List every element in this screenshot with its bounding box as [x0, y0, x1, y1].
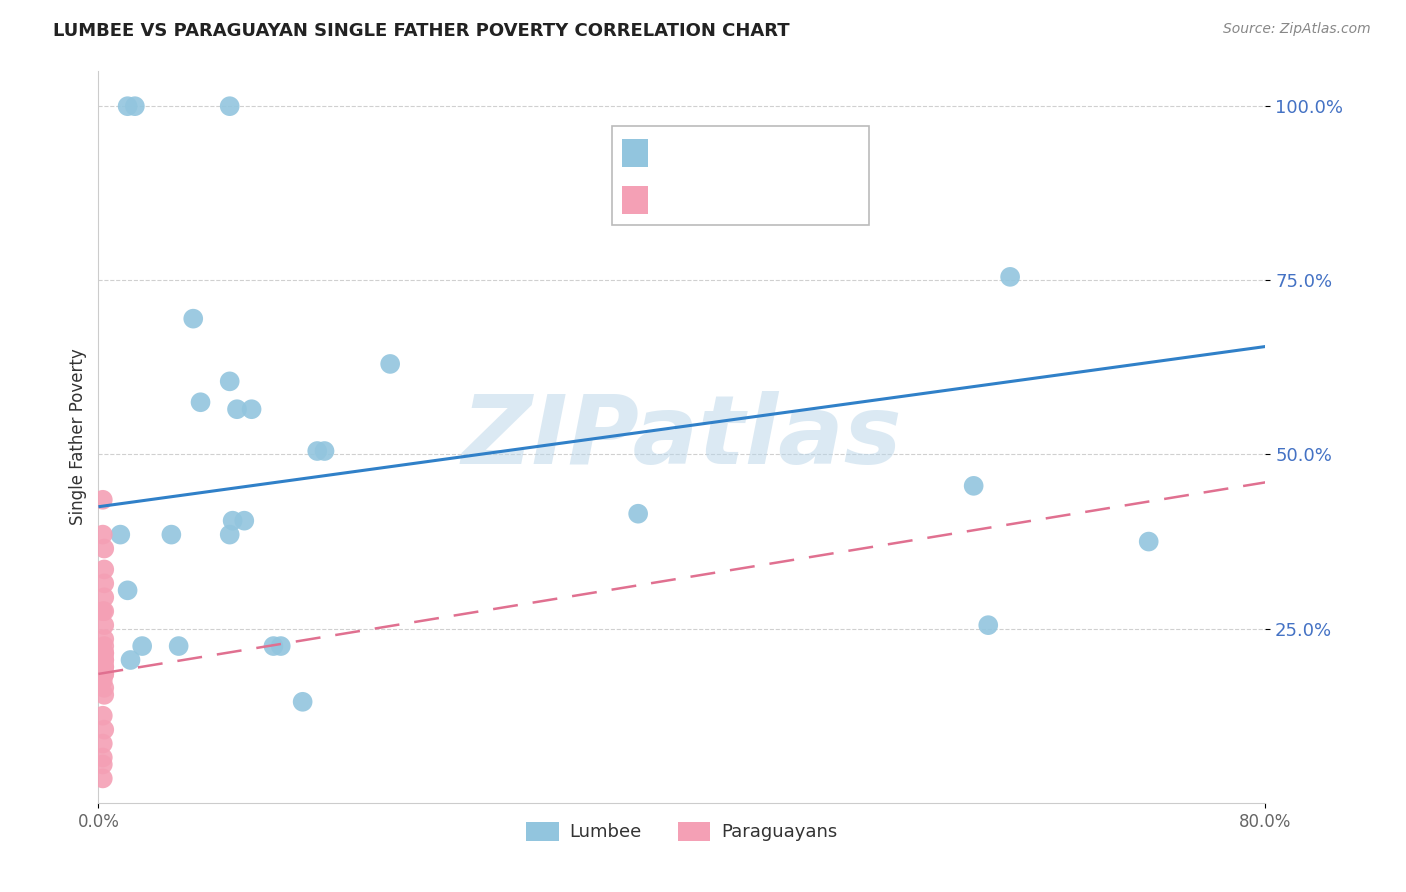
Point	[91, 737, 114, 751]
Point	[91, 492, 114, 507]
Point	[181, 311, 204, 326]
Point	[131, 639, 153, 653]
Point	[117, 583, 139, 598]
Point	[167, 639, 190, 653]
Y-axis label: Single Father Poverty: Single Father Poverty	[69, 349, 87, 525]
Point	[977, 618, 1000, 632]
Point	[93, 660, 115, 674]
Point	[93, 723, 115, 737]
Point	[91, 673, 114, 688]
Point	[218, 527, 240, 541]
Point	[627, 507, 650, 521]
Point	[110, 527, 132, 541]
Point	[314, 444, 336, 458]
Point	[93, 562, 115, 576]
Point	[93, 688, 115, 702]
Point	[91, 708, 114, 723]
Point	[93, 604, 115, 618]
Point	[93, 576, 115, 591]
Legend: Lumbee, Paraguayans: Lumbee, Paraguayans	[519, 814, 845, 848]
Point	[93, 681, 115, 695]
Point	[226, 402, 249, 417]
Point	[380, 357, 402, 371]
Point	[93, 632, 115, 646]
Point	[93, 639, 115, 653]
Point	[93, 541, 115, 556]
Point	[91, 660, 114, 674]
Point	[160, 527, 183, 541]
Point	[120, 653, 142, 667]
Point	[262, 639, 284, 653]
Point	[117, 99, 139, 113]
Point	[998, 269, 1021, 284]
Point	[190, 395, 212, 409]
Point	[291, 695, 314, 709]
Point	[93, 653, 115, 667]
Point	[307, 444, 329, 458]
Text: ZIPatlas: ZIPatlas	[461, 391, 903, 483]
Point	[962, 479, 984, 493]
Point	[218, 99, 240, 113]
Point	[93, 667, 115, 681]
Point	[1137, 534, 1160, 549]
Point	[93, 646, 115, 660]
Point	[270, 639, 292, 653]
Point	[93, 591, 115, 605]
Point	[221, 514, 243, 528]
Text: LUMBEE VS PARAGUAYAN SINGLE FATHER POVERTY CORRELATION CHART: LUMBEE VS PARAGUAYAN SINGLE FATHER POVER…	[53, 22, 790, 40]
Point	[91, 750, 114, 764]
Point	[91, 757, 114, 772]
Point	[240, 402, 263, 417]
Point	[124, 99, 146, 113]
Point	[93, 660, 115, 674]
Point	[233, 514, 256, 528]
Point	[91, 604, 114, 618]
Point	[93, 667, 115, 681]
Point	[91, 772, 114, 786]
Point	[218, 375, 240, 389]
Point	[93, 618, 115, 632]
Point	[93, 646, 115, 660]
Point	[91, 527, 114, 541]
Text: Source: ZipAtlas.com: Source: ZipAtlas.com	[1223, 22, 1371, 37]
Point	[93, 653, 115, 667]
